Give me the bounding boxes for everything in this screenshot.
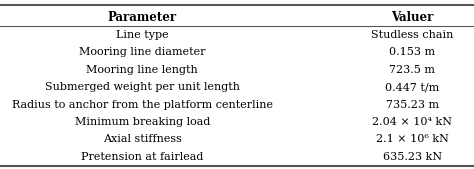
Text: Mooring line length: Mooring line length [86, 65, 198, 75]
Text: Parameter: Parameter [108, 11, 177, 24]
Text: Pretension at fairlead: Pretension at fairlead [81, 152, 203, 162]
Text: 2.1 × 10⁶ kN: 2.1 × 10⁶ kN [376, 135, 449, 144]
Text: 0.447 t/m: 0.447 t/m [385, 82, 439, 92]
Text: Mooring line diameter: Mooring line diameter [79, 47, 205, 57]
Text: Submerged weight per unit length: Submerged weight per unit length [45, 82, 240, 92]
Text: 0.153 m: 0.153 m [389, 47, 436, 57]
Text: Radius to anchor from the platform centerline: Radius to anchor from the platform cente… [12, 100, 273, 110]
Text: Axial stiffness: Axial stiffness [103, 135, 182, 144]
Text: Minimum breaking load: Minimum breaking load [74, 117, 210, 127]
Text: 723.5 m: 723.5 m [389, 65, 436, 75]
Text: 635.23 kN: 635.23 kN [383, 152, 442, 162]
Text: Line type: Line type [116, 30, 169, 40]
Text: 735.23 m: 735.23 m [386, 100, 439, 110]
Text: Studless chain: Studless chain [371, 30, 454, 40]
Text: 2.04 × 10⁴ kN: 2.04 × 10⁴ kN [373, 117, 452, 127]
Text: Valuer: Valuer [391, 11, 434, 24]
